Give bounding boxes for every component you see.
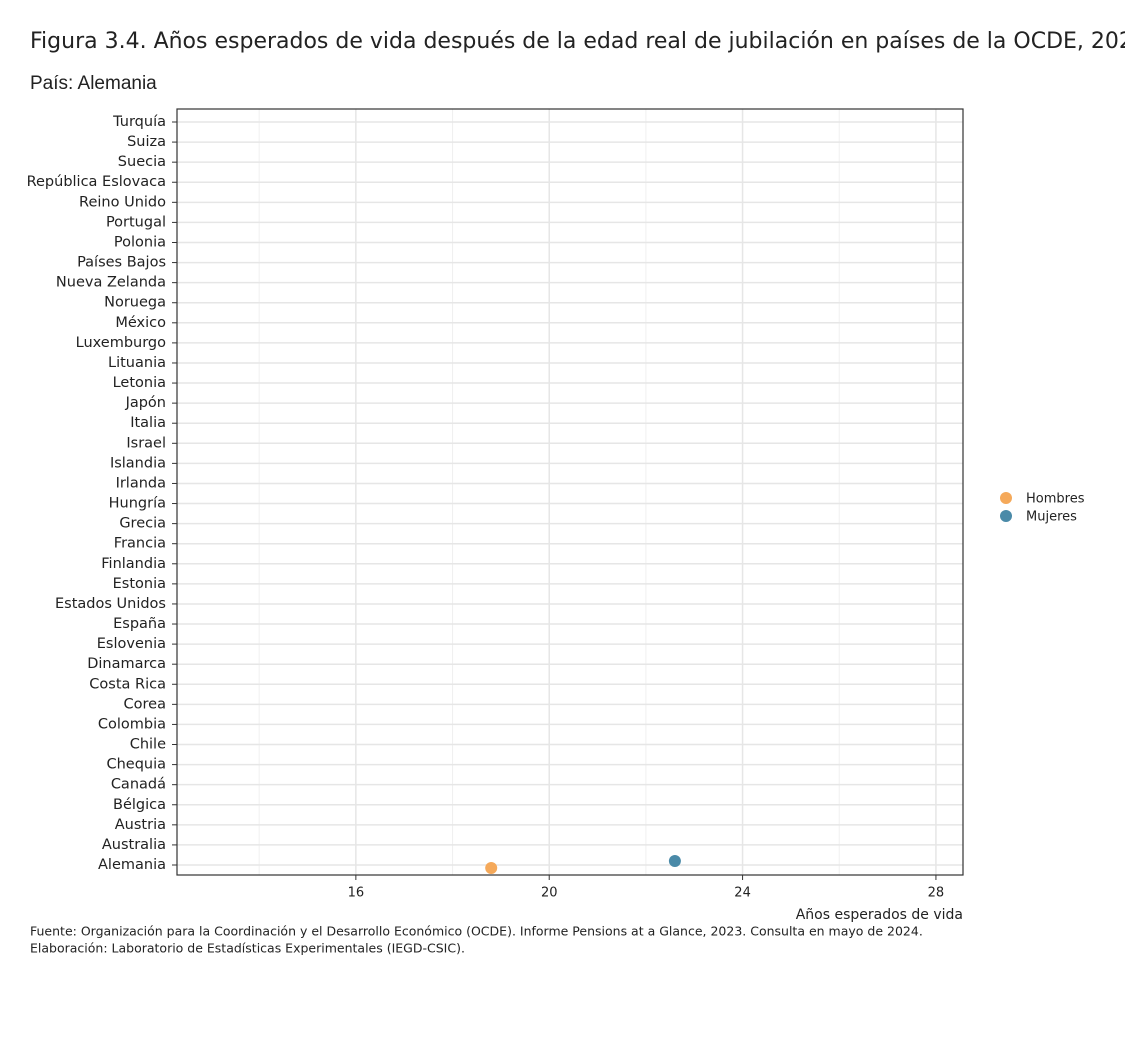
y-tick-label: Colombia bbox=[98, 716, 166, 732]
y-tick-label: Polonia bbox=[114, 234, 166, 250]
y-tick-label: Luxemburgo bbox=[76, 335, 166, 351]
y-tick-label: Portugal bbox=[106, 214, 166, 230]
y-tick-label: Suiza bbox=[127, 134, 166, 150]
x-tick-label: 28 bbox=[928, 886, 945, 901]
y-tick-label: Corea bbox=[124, 696, 166, 712]
y-tick-label: Nueva Zelanda bbox=[56, 275, 166, 291]
y-tick-label: Islandia bbox=[110, 455, 166, 471]
y-tick-label: Suecia bbox=[118, 154, 166, 170]
x-tick-label: 24 bbox=[734, 886, 751, 901]
x-tick-label: 20 bbox=[541, 886, 558, 901]
legend-label: Mujeres bbox=[1026, 510, 1077, 525]
legend-label: Hombres bbox=[1026, 492, 1085, 507]
y-tick-label: México bbox=[115, 315, 166, 331]
chart-title: Figura 3.4. Años esperados de vida despu… bbox=[30, 29, 1125, 54]
y-tick-label: Alemania bbox=[98, 857, 166, 873]
x-axis-label: Años esperados de vida bbox=[796, 907, 963, 923]
y-tick-label: República Eslovaca bbox=[27, 174, 166, 190]
y-tick-label: Dinamarca bbox=[87, 656, 166, 672]
y-tick-label: Israel bbox=[126, 435, 166, 451]
y-tick-label: Chile bbox=[130, 737, 166, 753]
y-tick-label: Irlanda bbox=[116, 475, 166, 491]
y-tick-label: Canadá bbox=[111, 777, 166, 793]
y-tick-label: Grecia bbox=[119, 516, 166, 532]
y-tick-label: Noruega bbox=[104, 295, 166, 311]
y-tick-label: Estados Unidos bbox=[55, 596, 166, 612]
dot bbox=[485, 862, 498, 874]
y-tick-label: Letonia bbox=[113, 375, 166, 391]
chart-subtitle: País: Alemania bbox=[30, 73, 157, 94]
y-tick-label: Francia bbox=[114, 536, 166, 552]
y-tick-label: Bélgica bbox=[113, 797, 166, 813]
y-tick-label: Japón bbox=[125, 395, 166, 411]
y-tick-label: Chequia bbox=[106, 757, 166, 773]
y-tick-label: Eslovenia bbox=[97, 636, 166, 652]
caption: Elaboración: Laboratorio de Estadísticas… bbox=[30, 941, 465, 956]
y-tick-label: Hungría bbox=[109, 496, 166, 512]
plot-border bbox=[176, 108, 964, 876]
legend-marker bbox=[1000, 510, 1012, 522]
dot bbox=[668, 855, 681, 867]
y-tick-label: Australia bbox=[102, 837, 166, 853]
y-tick-label: Austria bbox=[115, 817, 166, 833]
y-tick-label: Reino Unido bbox=[79, 194, 166, 210]
y-tick-label: Estonia bbox=[113, 576, 166, 592]
y-tick-label: Finlandia bbox=[101, 556, 166, 572]
y-tick-label: Turquía bbox=[112, 114, 166, 130]
y-tick-label: Países Bajos bbox=[77, 255, 166, 271]
legend-marker bbox=[1000, 492, 1012, 504]
y-tick-label: Costa Rica bbox=[89, 676, 166, 692]
caption: Fuente: Organización para la Coordinació… bbox=[30, 924, 923, 939]
y-tick-label: Lituania bbox=[108, 355, 166, 371]
y-tick-label: Italia bbox=[130, 415, 166, 431]
x-tick-label: 16 bbox=[348, 886, 365, 901]
y-tick-label: España bbox=[113, 616, 166, 632]
